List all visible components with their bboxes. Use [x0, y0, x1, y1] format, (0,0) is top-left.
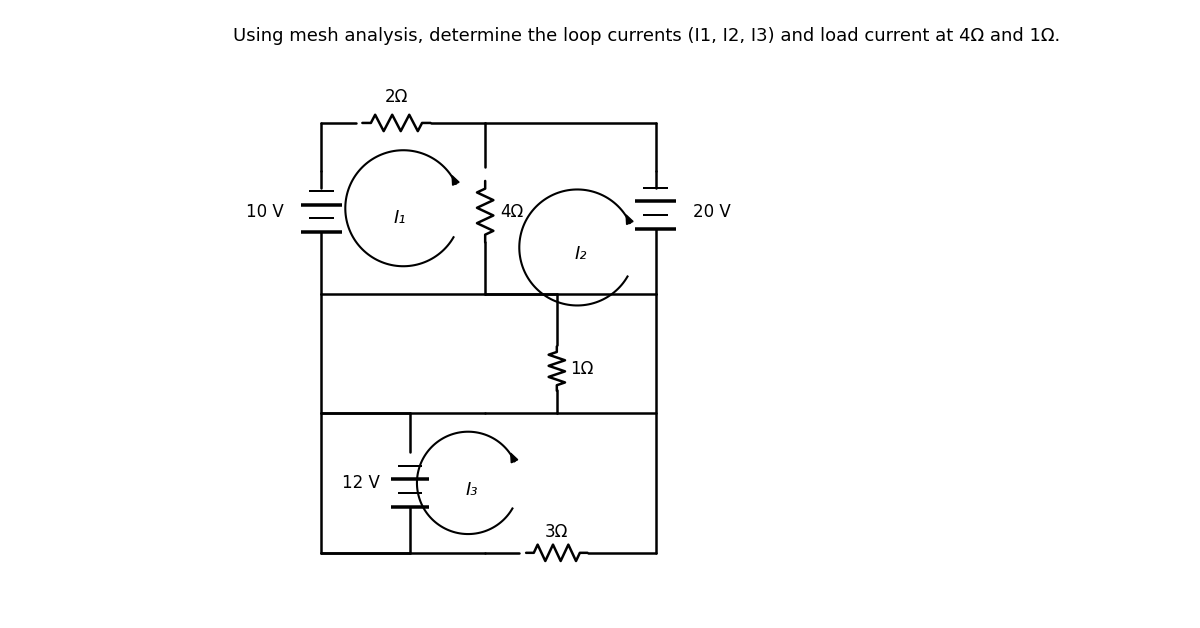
- Text: I₁: I₁: [394, 210, 406, 227]
- Text: I₂: I₂: [575, 246, 587, 263]
- Text: Using mesh analysis, determine the loop currents (I1, I2, I3) and load current a: Using mesh analysis, determine the loop …: [233, 28, 1060, 45]
- Text: 1Ω: 1Ω: [570, 360, 594, 377]
- Polygon shape: [626, 215, 634, 224]
- Text: 20 V: 20 V: [694, 203, 731, 220]
- Text: I₃: I₃: [466, 480, 478, 499]
- Text: 2Ω: 2Ω: [385, 88, 408, 106]
- Text: 4Ω: 4Ω: [500, 203, 523, 220]
- Text: 10 V: 10 V: [246, 203, 284, 220]
- Polygon shape: [452, 176, 460, 185]
- Polygon shape: [511, 453, 517, 463]
- Text: 3Ω: 3Ω: [545, 522, 569, 541]
- Text: 12 V: 12 V: [342, 474, 379, 492]
